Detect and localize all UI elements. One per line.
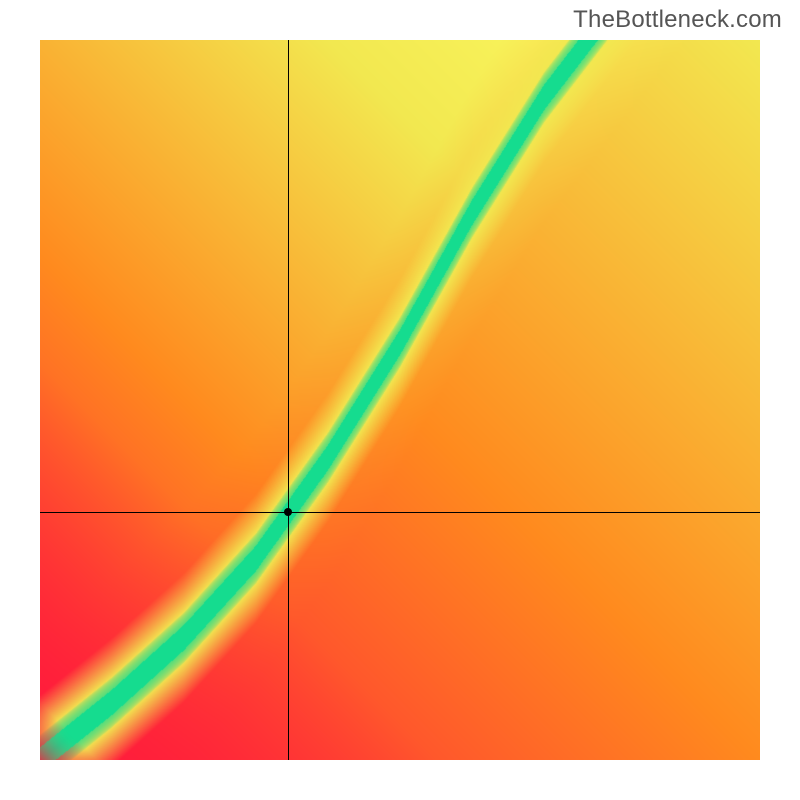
chart-container: TheBottleneck.com bbox=[0, 0, 800, 800]
plot-area bbox=[40, 40, 760, 760]
heatmap-canvas bbox=[40, 40, 760, 760]
watermark-text: TheBottleneck.com bbox=[573, 6, 782, 34]
